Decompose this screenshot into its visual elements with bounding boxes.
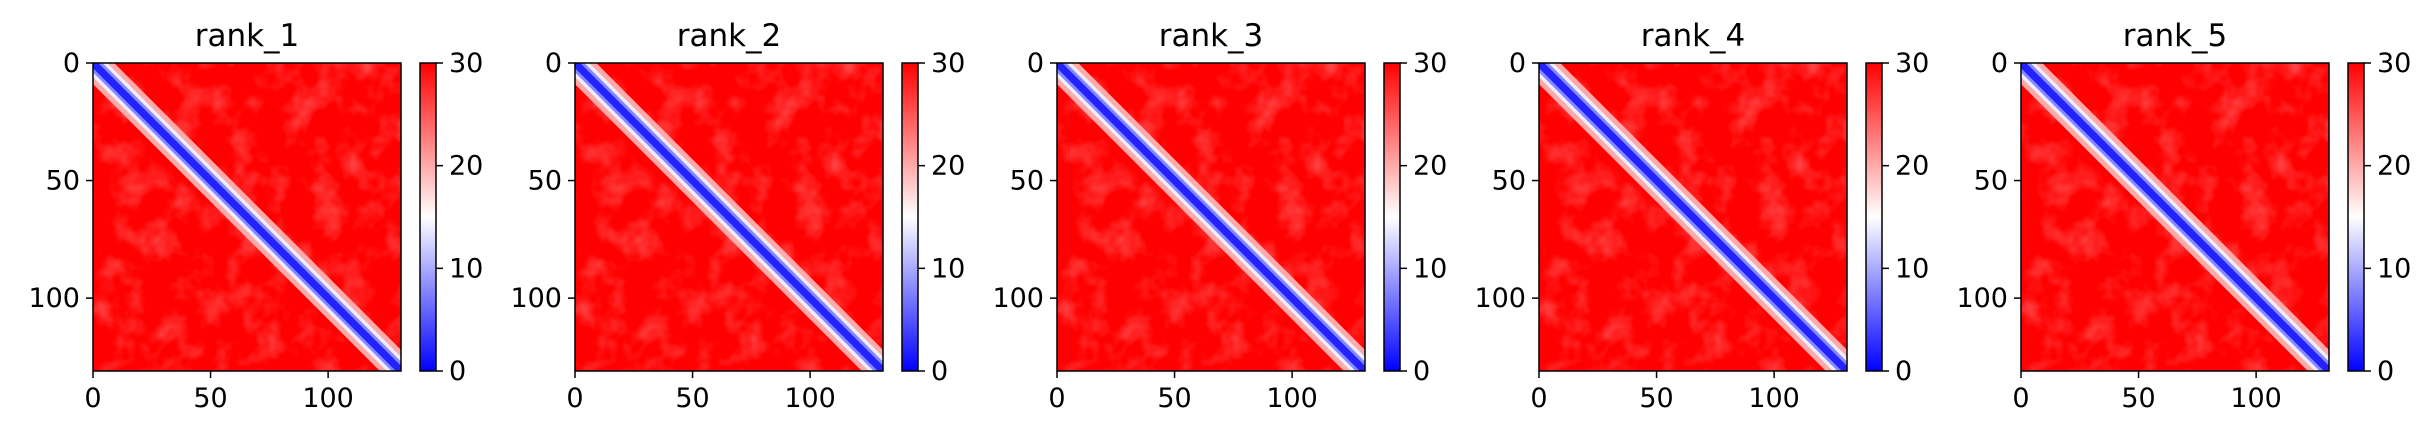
x-tick-label: 100 [1748, 383, 1800, 414]
axes-frame [92, 62, 402, 372]
colorbar-tick-label: 0 [2377, 356, 2394, 387]
colorbar [1865, 62, 1883, 372]
colorbar-tick-label: 0 [1895, 356, 1912, 387]
panel-title: rank_3 [1159, 18, 1264, 54]
colorbar-tick-label: 30 [1413, 48, 1447, 79]
colorbar-tick-label: 10 [1413, 253, 1447, 284]
x-tick-label: 0 [1048, 383, 1065, 414]
colorbar-tick-label: 0 [1413, 356, 1430, 387]
y-tick-label: 50 [46, 166, 80, 197]
colorbar-tick-label: 30 [1895, 48, 1929, 79]
x-tick-label: 0 [1530, 383, 1547, 414]
colorbar-tick-label: 0 [931, 356, 948, 387]
y-tick-label: 50 [528, 166, 562, 197]
y-tick-label: 0 [1991, 48, 2008, 79]
axes-frame [1056, 62, 1366, 372]
y-tick-label: 0 [1027, 48, 1044, 79]
diagonal-band-4 [575, 63, 883, 371]
diagonal-band-4 [1057, 63, 1365, 371]
x-tick-label: 100 [2230, 383, 2282, 414]
y-tick-label: 0 [1509, 48, 1526, 79]
axes-frame [1538, 62, 1848, 372]
y-tick-label: 0 [545, 48, 562, 79]
y-tick-label: 0 [63, 48, 80, 79]
colorbar-tick-label: 0 [449, 356, 466, 387]
heatmap-panel-4: rank_4 0 50 100 0 50 100 0 10 20 30 [1474, 18, 1929, 414]
colorbar-tick-label: 30 [931, 48, 965, 79]
colorbar-tick-label: 20 [1413, 151, 1447, 182]
colorbar-tick-label: 20 [449, 151, 483, 182]
y-tick-label: 100 [992, 283, 1044, 314]
panel-title: rank_5 [2123, 18, 2228, 54]
y-tick-label: 50 [1492, 166, 1526, 197]
x-tick-label: 100 [302, 383, 354, 414]
colorbar-tick-label: 20 [1895, 151, 1929, 182]
colorbar-tick-label: 20 [931, 151, 965, 182]
colorbar-tick-label: 30 [449, 48, 483, 79]
y-tick-label: 100 [28, 283, 80, 314]
diagonal-band-4 [93, 63, 401, 371]
x-tick-label: 50 [675, 383, 709, 414]
x-tick-label: 50 [1157, 383, 1191, 414]
panel-title: rank_1 [195, 18, 300, 54]
y-tick-label: 100 [1474, 283, 1526, 314]
y-tick-label: 100 [1956, 283, 2008, 314]
y-tick-label: 100 [510, 283, 562, 314]
diagonal-band-4 [1539, 63, 1847, 371]
heatmap-panel-3: rank_3 0 50 100 0 50 100 0 10 20 30 [992, 18, 1447, 414]
colorbar-tick-label: 10 [931, 253, 965, 284]
y-tick-label: 50 [1010, 166, 1044, 197]
x-tick-label: 100 [1266, 383, 1318, 414]
x-tick-label: 0 [566, 383, 583, 414]
x-tick-label: 100 [784, 383, 836, 414]
colorbar [901, 62, 919, 372]
x-tick-label: 50 [2121, 383, 2155, 414]
colorbar-tick-label: 20 [2377, 151, 2411, 182]
heatmap-panel-5: rank_5 0 50 100 0 50 100 0 10 20 30 [1956, 18, 2411, 414]
colorbar-tick-label: 30 [2377, 48, 2411, 79]
colorbar-tick-label: 10 [1895, 253, 1929, 284]
x-tick-label: 50 [193, 383, 227, 414]
heatmap-panel-2: rank_2 0 50 100 0 50 100 0 10 20 30 [510, 18, 965, 414]
colorbar [1383, 62, 1401, 372]
panel-title: rank_4 [1641, 18, 1746, 54]
axes-frame [2020, 62, 2330, 372]
colorbar-tick-label: 10 [2377, 253, 2411, 284]
colorbar [2347, 62, 2365, 372]
colorbar [419, 62, 437, 372]
heatmap-panel-1: rank_1 0 50 100 0 50 100 0 10 20 30 [28, 18, 483, 414]
y-tick-label: 50 [1974, 166, 2008, 197]
axes-frame [574, 62, 884, 372]
diagonal-band-4 [2021, 63, 2329, 371]
panel-title: rank_2 [677, 18, 782, 54]
x-tick-label: 0 [2012, 383, 2029, 414]
colorbar-tick-label: 10 [449, 253, 483, 284]
x-tick-label: 0 [84, 383, 101, 414]
x-tick-label: 50 [1639, 383, 1673, 414]
